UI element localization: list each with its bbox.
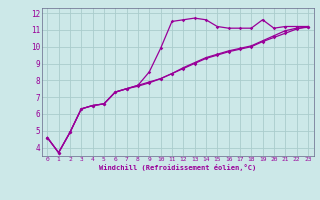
X-axis label: Windchill (Refroidissement éolien,°C): Windchill (Refroidissement éolien,°C) (99, 164, 256, 171)
